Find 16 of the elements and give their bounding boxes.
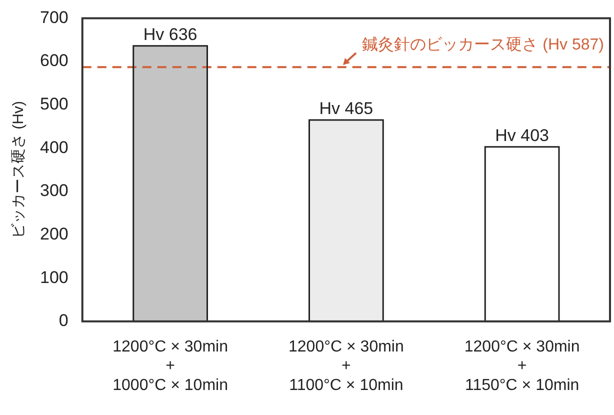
y-tick-label: 700 <box>40 8 68 27</box>
y-tick-label: 0 <box>58 311 68 330</box>
x-tick-label: 1200°C × 30min + 1000°C × 10min <box>112 338 228 394</box>
y-axis-title: ビッカース硬さ (Hv) <box>10 101 28 239</box>
data-label: Hv 636 <box>143 25 198 44</box>
y-tick-label: 500 <box>40 94 68 114</box>
y-tick-label: 200 <box>40 224 68 244</box>
y-tick-label: 600 <box>40 51 68 70</box>
y-tick-label: 300 <box>40 181 68 200</box>
data-label: Hv 403 <box>495 126 549 146</box>
x-tick-label: 1200°C × 30min + 1150°C × 10min <box>464 338 580 394</box>
y-tick-label: 400 <box>40 138 68 157</box>
ref-line-label: 鍼灸針のビッカース硬さ (Hv 587) <box>362 36 604 54</box>
y-tick-label: 100 <box>40 268 68 287</box>
data-label: Hv 465 <box>319 99 374 118</box>
x-tick-label: 1200°C × 30min + 1100°C × 10min <box>288 338 404 394</box>
